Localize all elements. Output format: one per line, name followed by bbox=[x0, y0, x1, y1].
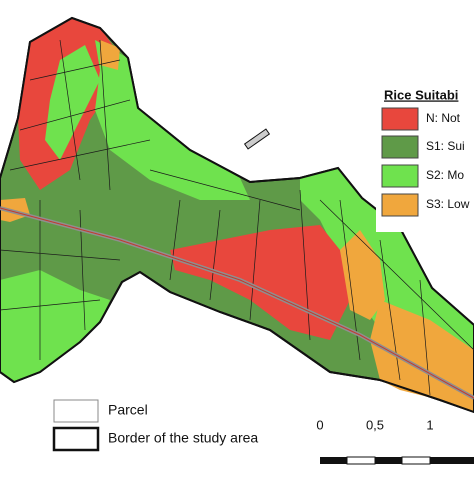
legend-swatch bbox=[381, 164, 419, 188]
scale-bar: 0 0,5 1 bbox=[316, 417, 474, 465]
scale-segment bbox=[346, 456, 376, 465]
legend-swatch bbox=[381, 107, 419, 131]
legend-swatch bbox=[381, 193, 419, 217]
legend-label: S2: Mo bbox=[426, 168, 464, 182]
scale-label: 0 bbox=[316, 417, 323, 432]
border-swatch bbox=[52, 426, 100, 452]
zone-s2 bbox=[0, 270, 110, 382]
map-legend-label: Parcel bbox=[108, 402, 148, 418]
road-edge bbox=[0, 207, 474, 399]
scale-segment bbox=[401, 456, 431, 465]
legend-swatch bbox=[381, 135, 419, 159]
zone-s2 bbox=[95, 40, 250, 200]
parcel-swatch bbox=[53, 399, 99, 423]
study-area bbox=[0, 16, 474, 414]
scale-label: 0,5 bbox=[366, 417, 384, 432]
legend: Rice Suitabi N: Not S1: Sui S2: Mo S3: L… bbox=[376, 84, 474, 232]
legend-label: S3: Low bbox=[426, 197, 470, 211]
scale-segment bbox=[375, 457, 402, 464]
zone-s3 bbox=[100, 40, 120, 70]
road-piece bbox=[243, 128, 271, 150]
map-legend-label: Border of the study area bbox=[108, 430, 258, 446]
scale-label: 1 bbox=[426, 417, 433, 432]
parcel-lines bbox=[0, 39, 474, 396]
legend-label: N: Not bbox=[426, 111, 461, 125]
scale-segment bbox=[430, 457, 474, 464]
legend-label: S1: Sui bbox=[426, 139, 465, 153]
scale-segment bbox=[320, 457, 347, 464]
map-legend: Parcel Border of the study area bbox=[52, 399, 258, 452]
study-border bbox=[0, 16, 474, 414]
parcels bbox=[0, 39, 474, 396]
legend-title: Rice Suitabi bbox=[384, 87, 458, 102]
